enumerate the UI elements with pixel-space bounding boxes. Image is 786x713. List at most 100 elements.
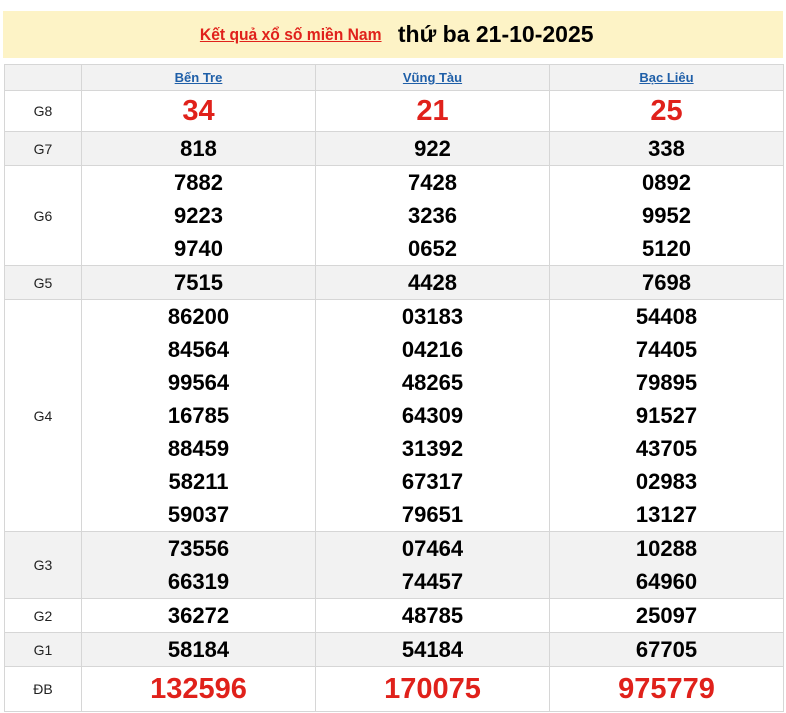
winning-number: 02983: [635, 469, 698, 494]
winning-number: 84564: [167, 337, 230, 362]
prize-label: G1: [4, 632, 82, 667]
prize-cell: 338: [549, 131, 784, 166]
winning-number: 58211: [168, 469, 229, 494]
winning-number: 59037: [167, 502, 230, 527]
prize-cell: 7428 3236 0652: [315, 165, 550, 266]
prize-cell: 07464 74457: [315, 531, 550, 599]
prize-cell: 25: [549, 90, 784, 132]
winning-number: 975779: [618, 673, 715, 705]
prize-cell: 36272: [81, 598, 316, 633]
prize-cell: 975779: [549, 666, 784, 712]
winning-number: 9952: [642, 203, 691, 228]
prize-row-g2: G2 36272 48785 25097: [4, 598, 784, 633]
winning-number: 16785: [167, 403, 230, 428]
prize-cell: 54408 74405 79895 91527 43705 02983 13127: [549, 299, 784, 532]
winning-number: 64309: [401, 403, 464, 428]
winning-number: 64960: [635, 569, 698, 594]
winning-number: 21: [416, 95, 449, 127]
prize-row-g7: G7 818 922 338: [4, 131, 784, 166]
prize-cell: 03183 04216 48265 64309 31392 67317 79651: [315, 299, 550, 532]
winning-number: 43705: [635, 436, 698, 461]
winning-number: 9223: [174, 203, 223, 228]
prize-row-g5: G5 7515 4428 7698: [4, 265, 784, 300]
prize-label: G5: [4, 265, 82, 300]
winning-number: 58184: [167, 637, 230, 662]
winning-number: 74405: [635, 337, 698, 362]
winning-number: 0892: [642, 170, 691, 195]
province-header: Bến Tre: [81, 64, 316, 91]
winning-number: 7882: [174, 170, 223, 195]
winning-number: 54184: [401, 637, 464, 662]
winning-number: 3236: [408, 203, 457, 228]
prize-cell: 58184: [81, 632, 316, 667]
province-link-ben-tre[interactable]: Bến Tre: [174, 70, 223, 85]
winning-number: 86200: [167, 304, 230, 329]
prize-cell: 48785: [315, 598, 550, 633]
winning-number: 79651: [401, 502, 464, 527]
corner-cell: [4, 64, 82, 91]
winning-number: 67317: [401, 469, 464, 494]
prize-cell: 7698: [549, 265, 784, 300]
prize-row-g6: G6 7882 9223 9740 7428 3236 0652 0892 9952 5120: [4, 165, 784, 266]
province-header-row: Bến Tre Vũng Tàu Bạc Liêu: [4, 64, 784, 91]
prize-label: G3: [4, 531, 82, 599]
prize-cell: 34: [81, 90, 316, 132]
prize-label: ĐB: [4, 666, 82, 712]
winning-number: 25097: [635, 603, 698, 628]
prize-row-g3: G3 73556 66319 07464 74457 10288 64960: [4, 531, 784, 599]
winning-number: 79895: [635, 370, 698, 395]
winning-number: 07464: [401, 536, 464, 561]
prize-cell: 7515: [81, 265, 316, 300]
prize-row-g1: G1 58184 54184 67705: [4, 632, 784, 667]
winning-number: 818: [180, 136, 217, 161]
winning-number: 25: [650, 95, 683, 127]
prize-cell: 25097: [549, 598, 784, 633]
winning-number: 48785: [401, 603, 464, 628]
province-link-vung-tau[interactable]: Vũng Tàu: [402, 70, 463, 85]
winning-number: 67705: [635, 637, 698, 662]
winning-number: 66319: [167, 569, 230, 594]
prize-cell: 54184: [315, 632, 550, 667]
winning-number: 13127: [635, 502, 698, 527]
prize-cell: 73556 66319: [81, 531, 316, 599]
winning-number: 34: [182, 95, 215, 127]
winning-number: 99564: [167, 370, 230, 395]
winning-number: 7698: [642, 270, 691, 295]
prize-cell: 4428: [315, 265, 550, 300]
prize-cell: 86200 84564 99564 16785 88459 58211 59037: [81, 299, 316, 532]
results-table: Bến Tre Vũng Tàu Bạc Liêu G8 34 21 25 G7 818 9…: [4, 64, 784, 712]
winning-number: 4428: [408, 270, 457, 295]
results-link[interactable]: Kết quả xổ số miền Nam: [200, 24, 382, 44]
prize-label: G6: [4, 165, 82, 266]
winning-number: 73556: [167, 536, 230, 561]
prize-cell: 7882 9223 9740: [81, 165, 316, 266]
province-header: Vũng Tàu: [315, 64, 550, 91]
prize-cell: 132596: [81, 666, 316, 712]
winning-number: 74457: [401, 569, 464, 594]
winning-number: 48265: [401, 370, 464, 395]
draw-date: thứ ba 21-10-2025: [397, 21, 594, 47]
prize-label: G8: [4, 90, 82, 132]
prize-row-g8: G8 34 21 25: [4, 90, 784, 132]
province-link-bac-lieu[interactable]: Bạc Liêu: [639, 70, 694, 85]
winning-number: 0652: [408, 236, 457, 261]
prize-cell: 21: [315, 90, 550, 132]
prize-cell: 10288 64960: [549, 531, 784, 599]
prize-cell: 922: [315, 131, 550, 166]
winning-number: 132596: [150, 673, 247, 705]
prize-label: G7: [4, 131, 82, 166]
winning-number: 88459: [167, 436, 230, 461]
winning-number: 7515: [174, 270, 223, 295]
winning-number: 04216: [401, 337, 464, 362]
winning-number: 36272: [167, 603, 230, 628]
prize-row-db: ĐB 132596 170075 975779: [4, 666, 784, 712]
prize-cell: 818: [81, 131, 316, 166]
province-header: Bạc Liêu: [549, 64, 784, 91]
winning-number: 7428: [408, 170, 457, 195]
winning-number: 31392: [401, 436, 464, 461]
prize-cell: 67705: [549, 632, 784, 667]
prize-cell: 170075: [315, 666, 550, 712]
winning-number: 03183: [401, 304, 464, 329]
winning-number: 338: [648, 136, 685, 161]
winning-number: 91527: [635, 403, 698, 428]
